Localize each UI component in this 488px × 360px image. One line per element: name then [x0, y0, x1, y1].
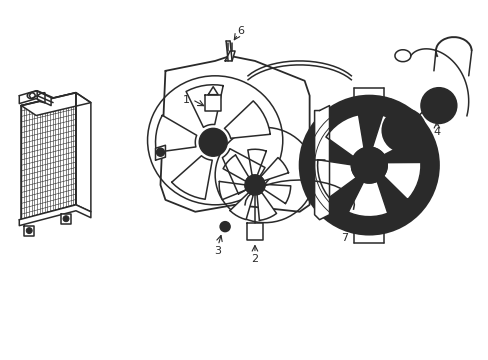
- Text: 3: 3: [214, 247, 221, 256]
- Polygon shape: [19, 205, 91, 226]
- Circle shape: [156, 148, 164, 156]
- Circle shape: [63, 216, 69, 222]
- Polygon shape: [219, 181, 246, 200]
- Polygon shape: [223, 155, 248, 181]
- Polygon shape: [372, 115, 413, 155]
- Polygon shape: [222, 149, 264, 194]
- Circle shape: [220, 222, 230, 231]
- Polygon shape: [208, 87, 218, 95]
- Polygon shape: [29, 91, 37, 99]
- Polygon shape: [205, 95, 221, 111]
- Polygon shape: [24, 226, 34, 235]
- Circle shape: [199, 129, 226, 156]
- Circle shape: [351, 147, 386, 183]
- Text: 7: 7: [340, 233, 347, 243]
- Polygon shape: [61, 214, 71, 224]
- Polygon shape: [224, 101, 270, 138]
- Polygon shape: [247, 149, 266, 175]
- Circle shape: [26, 228, 32, 234]
- Polygon shape: [325, 114, 363, 157]
- Circle shape: [440, 95, 446, 100]
- Polygon shape: [383, 162, 420, 200]
- Polygon shape: [160, 56, 309, 212]
- Circle shape: [361, 157, 376, 173]
- Polygon shape: [21, 93, 76, 220]
- Circle shape: [382, 109, 425, 152]
- Circle shape: [207, 136, 219, 148]
- Polygon shape: [317, 160, 356, 198]
- Polygon shape: [76, 93, 91, 212]
- Text: 2: 2: [251, 255, 258, 264]
- Polygon shape: [186, 85, 223, 127]
- Polygon shape: [264, 184, 290, 204]
- Polygon shape: [155, 115, 196, 152]
- Text: 4: 4: [432, 127, 440, 138]
- Polygon shape: [224, 51, 235, 61]
- Polygon shape: [155, 145, 165, 160]
- Circle shape: [395, 137, 401, 143]
- Polygon shape: [314, 105, 329, 220]
- Circle shape: [244, 175, 264, 195]
- Polygon shape: [19, 91, 51, 105]
- Polygon shape: [260, 158, 288, 181]
- Circle shape: [429, 108, 435, 113]
- Polygon shape: [21, 93, 91, 116]
- Circle shape: [299, 96, 438, 235]
- Text: 5: 5: [385, 98, 392, 108]
- Text: 6: 6: [237, 26, 244, 36]
- Polygon shape: [246, 223, 263, 239]
- Polygon shape: [171, 156, 212, 199]
- Text: 1: 1: [183, 95, 189, 105]
- Polygon shape: [257, 192, 276, 220]
- Circle shape: [250, 181, 258, 189]
- Circle shape: [407, 118, 415, 126]
- Polygon shape: [347, 181, 387, 217]
- Circle shape: [420, 88, 456, 123]
- Polygon shape: [229, 193, 253, 220]
